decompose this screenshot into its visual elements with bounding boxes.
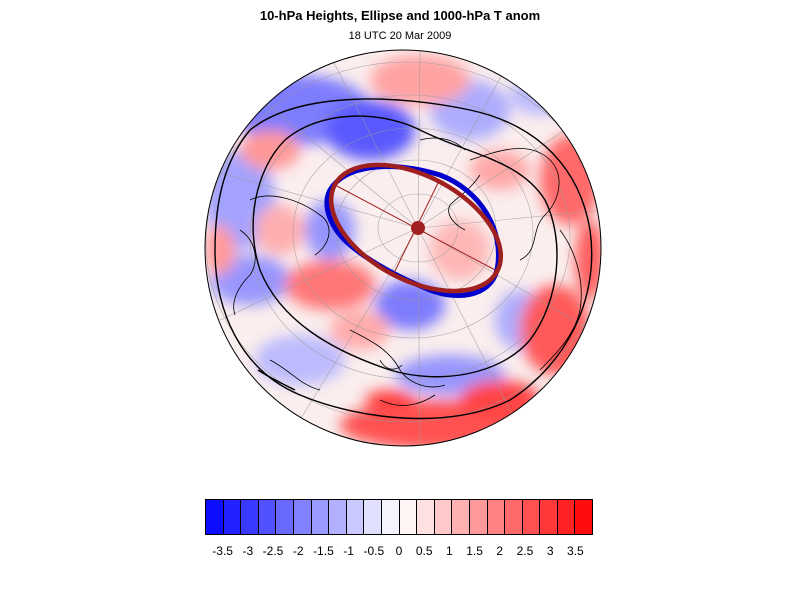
colorbar-tick-label: -2 — [292, 544, 304, 558]
colorbar-swatch — [293, 500, 312, 534]
colorbar-swatch — [206, 500, 224, 534]
colorbar-swatch — [557, 500, 576, 534]
height-contours — [214, 98, 593, 420]
colorbar-tick-label: 2 — [496, 544, 504, 558]
colorbar-swatch — [469, 500, 488, 534]
colorbar-swatch — [258, 500, 277, 534]
colorbar-swatch — [381, 500, 400, 534]
colorbar-tick-label: -3.5 — [212, 544, 233, 558]
colorbar-swatch — [434, 500, 453, 534]
colorbar-swatch — [452, 500, 470, 534]
colorbar-tick-label: -1.5 — [313, 544, 334, 558]
colorbar-swatch — [329, 500, 347, 534]
colorbar — [205, 499, 593, 535]
colorbar-swatch — [364, 500, 382, 534]
colorbar-tick-label: 2.5 — [516, 544, 534, 558]
colorbar-swatch — [575, 500, 593, 534]
colorbar-tick-label: -1 — [343, 544, 354, 558]
map-subtitle: 18 UTC 20 Mar 2009 — [348, 30, 452, 42]
colorbar-swatch — [399, 500, 418, 534]
colorbar-swatch — [223, 500, 242, 534]
colorbar-tick-label: 1 — [446, 544, 453, 558]
coastlines — [233, 137, 582, 406]
colorbar-tick-label: 0 — [395, 544, 403, 558]
colorbar-swatch — [311, 500, 330, 534]
colorbar-swatch — [241, 500, 259, 534]
colorbar-tick-label: 3 — [546, 544, 554, 558]
colorbar-tick-label: -3 — [242, 544, 254, 558]
colorbar-tick-label: 3.5 — [567, 544, 584, 558]
colorbar-swatch — [276, 500, 294, 534]
colorbar-swatch — [540, 500, 558, 534]
colorbar-swatch — [487, 500, 506, 534]
colorbar-tick-label: 1.5 — [466, 544, 483, 558]
colorbar-swatch — [522, 500, 541, 534]
colorbar-labels: -3.5 -3 -2.5 -2 -1.5 -1 -0.5 0 0.5 1 1.5 2 2.5 3 3.5 — [0, 544, 800, 560]
map-title: 10-hPa Heights, Ellipse and 1000-hPa T a… — [259, 8, 541, 23]
colorbar-tick-label: 0.5 — [415, 544, 433, 558]
map-boundary — [204, 49, 602, 447]
colorbar-tick-label: -0.5 — [363, 544, 385, 558]
colorbar-swatch — [346, 500, 365, 534]
ellipse-center-marker — [411, 221, 425, 235]
fitted-ellipse — [328, 162, 504, 294]
colorbar-swatch — [505, 500, 523, 534]
colorbar-tick-label: -2.5 — [262, 544, 284, 558]
colorbar-swatch — [417, 500, 435, 534]
